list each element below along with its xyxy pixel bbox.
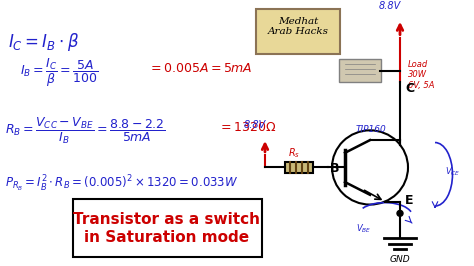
Text: 8.8V: 8.8V bbox=[244, 120, 266, 130]
Text: TIP160: TIP160 bbox=[356, 125, 387, 134]
Text: $= 0.005A = 5mA$: $= 0.005A = 5mA$ bbox=[148, 62, 252, 75]
Text: Transistor as a switch
in Saturation mode: Transistor as a switch in Saturation mod… bbox=[73, 212, 261, 245]
Text: $R_s$: $R_s$ bbox=[288, 146, 300, 160]
Text: GND: GND bbox=[390, 255, 410, 264]
Text: $I_B = \dfrac{I_C}{\beta} = \dfrac{5A}{100}$: $I_B = \dfrac{I_C}{\beta} = \dfrac{5A}{1… bbox=[20, 57, 98, 89]
Text: $P_{R_B} = I_B^2 \cdot R_B = (0.005)^2 \times 1320 = 0.033W$: $P_{R_B} = I_B^2 \cdot R_B = (0.005)^2 \… bbox=[5, 174, 238, 194]
Text: $V_{CE}$: $V_{CE}$ bbox=[445, 165, 461, 178]
Text: E: E bbox=[405, 194, 413, 207]
Text: $= 1320\Omega$: $= 1320\Omega$ bbox=[218, 120, 276, 134]
Text: $I_C = I_B \cdot \beta$: $I_C = I_B \cdot \beta$ bbox=[8, 31, 79, 53]
FancyBboxPatch shape bbox=[256, 9, 340, 54]
FancyBboxPatch shape bbox=[73, 199, 262, 257]
Bar bbox=[285, 161, 313, 173]
Text: $R_B = \dfrac{V_{CC} - V_{BE}}{I_B} = \dfrac{8.8 - 2.2}{5mA}$: $R_B = \dfrac{V_{CC} - V_{BE}}{I_B} = \d… bbox=[5, 116, 165, 146]
Text: C: C bbox=[405, 81, 414, 94]
Text: 8.8V: 8.8V bbox=[379, 1, 401, 11]
Circle shape bbox=[397, 210, 403, 216]
Text: $V_{BE}$: $V_{BE}$ bbox=[356, 222, 372, 235]
Text: Load
30W
6V, 5A: Load 30W 6V, 5A bbox=[408, 60, 435, 90]
Text: Medhat
Arab Hacks: Medhat Arab Hacks bbox=[267, 17, 328, 36]
FancyBboxPatch shape bbox=[339, 59, 381, 82]
Text: B: B bbox=[330, 161, 339, 174]
